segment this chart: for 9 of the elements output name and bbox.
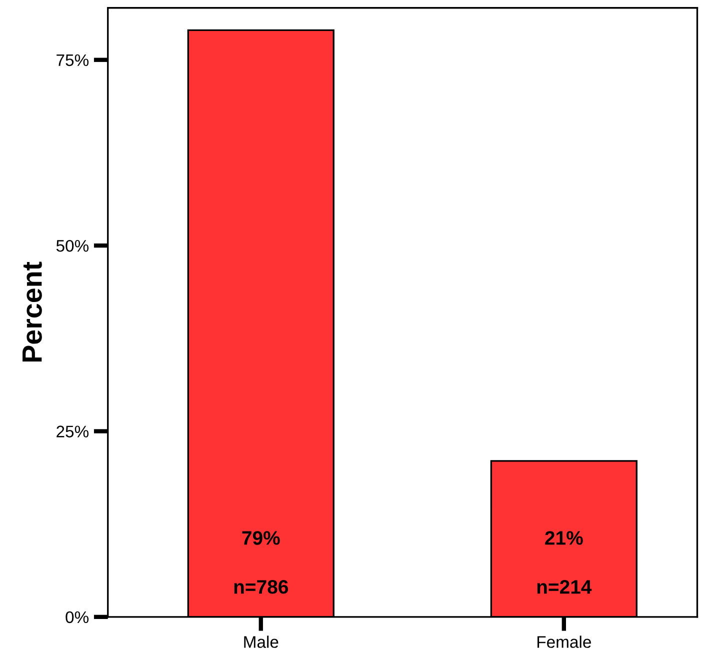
y-tick-label: 0% — [66, 611, 89, 624]
y-axis-title: Percent — [22, 262, 42, 362]
y-tick-label: 25% — [56, 426, 89, 438]
y-tick-label: 50% — [56, 240, 89, 252]
text: 21% n=214 — [537, 531, 592, 594]
y-tick-label: 75% — [56, 54, 89, 66]
x-tick-label: Female — [537, 636, 591, 648]
text: 79% n=786 — [234, 531, 288, 594]
x-tick-label: Male — [244, 636, 278, 648]
